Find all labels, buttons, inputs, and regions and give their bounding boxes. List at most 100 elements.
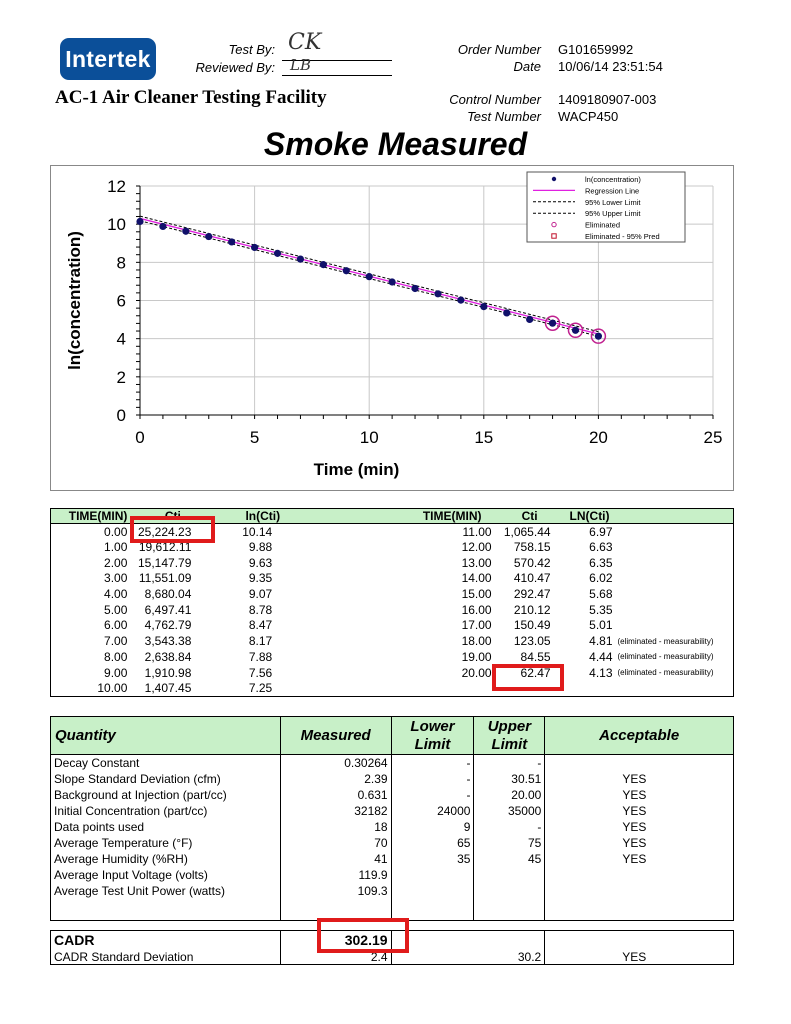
col-header-lncti-right: LN(Cti) (564, 508, 615, 524)
legend-marker-eliminated-pred (551, 233, 557, 239)
cell-note: (eliminated - measurability) (617, 652, 714, 662)
data-point (296, 255, 305, 263)
quantity-row: Average Input Voltage (volts) 119.9 (50, 866, 734, 883)
col-header-lncti-left: ln(Cti) (215, 508, 311, 524)
legend-label: 95% Lower Limit (585, 198, 641, 207)
qcell-measured: 0.30264 (279, 754, 392, 771)
qcell-lower: - (390, 770, 475, 787)
legend-marker-point (551, 176, 557, 182)
qcell-measured: 2.39 (279, 770, 392, 787)
cell-lncti-right: 6.97 (589, 524, 613, 539)
test-number-value: WACP450 (558, 109, 619, 124)
qcol-upper-limit: Upper Limit (473, 716, 546, 755)
order-number-label: Order Number (457, 42, 541, 57)
qcell-acceptable: YES (544, 818, 734, 835)
cell-lncti-right: 4.13 (589, 665, 613, 680)
qcell-upper: 30.51 (473, 770, 546, 787)
cell-time-right: 13.00 (461, 555, 492, 570)
cell-cti-right: 62.47 (520, 665, 551, 680)
qcell-upper (473, 866, 546, 883)
cell-spacer (310, 539, 409, 555)
data-point (342, 267, 350, 275)
cell-lncti-right: 5.68 (589, 587, 613, 602)
eliminated-marker (544, 315, 561, 331)
cell-lncti-left: 8.47 (248, 618, 273, 633)
cell-cti-right: 570.42 (513, 555, 551, 570)
control-number-label: Control Number (449, 92, 541, 107)
qcell-quantity: Slope Standard Deviation (cfm) (50, 770, 281, 787)
cell-time-left: 7.00 (104, 634, 128, 649)
y-axis-label: ln(concentration) (65, 231, 84, 370)
y-tick-label: 2 (117, 368, 126, 387)
qcell-empty (544, 898, 734, 921)
quantity-row: Average Temperature (°F) 70 65 75 YES (50, 834, 734, 851)
cell-lncti-left: 9.07 (248, 587, 273, 602)
qcell-quantity: Average Test Unit Power (watts) (50, 882, 281, 899)
cell-lncti-left: 7.25 (248, 680, 273, 695)
qcell-upper: 75 (473, 834, 546, 851)
cell-cti-left: 4,762.79 (144, 618, 192, 633)
y-tick-label: 6 (117, 292, 126, 311)
qcell-quantity: Average Humidity (%RH) (50, 850, 281, 867)
cell-spacer (310, 524, 409, 540)
qcell-quantity: Average Input Voltage (volts) (50, 866, 281, 883)
qcell-lower: 35 (390, 850, 475, 867)
legend-marker-eliminated (551, 221, 557, 228)
qcell-acceptable: YES (544, 850, 734, 867)
qcol-acceptable: Acceptable (544, 716, 734, 755)
col-header-time-left: TIME(MIN) (50, 508, 131, 524)
cell-note (615, 618, 734, 634)
qcell-acceptable (544, 882, 734, 899)
quantity-row: Background at Injection (part/cc) 0.631-2… (50, 786, 734, 803)
cadr-sd-value: 2.4 (280, 949, 392, 965)
cell-cti-left: 25,224.23 (137, 524, 192, 539)
table-row: 0.00 25,224.23 10.14 11.00 1,065.44 6.97 (51, 524, 734, 540)
data-point (228, 238, 236, 246)
qcell-upper: - (473, 754, 546, 771)
order-number-value: G101659992 (558, 42, 634, 57)
cell-cti-left: 8,680.04 (144, 587, 192, 602)
qcell-quantity: Data points used (50, 818, 281, 835)
cell-lncti-right: 5.01 (589, 618, 613, 633)
qcell-upper: 20.00 (473, 786, 546, 803)
qcell-acceptable (544, 754, 734, 771)
cell-time-right: 14.00 (461, 571, 492, 586)
cell-note (615, 602, 734, 618)
chart-legend (526, 171, 686, 243)
qcell-lower: - (390, 754, 475, 771)
col-header-time-right: TIME(MIN) (409, 508, 495, 524)
cell-time-left: 5.00 (104, 602, 128, 617)
x-tick-label: 25 (704, 428, 723, 447)
cell-lncti-right: 4.44 (589, 649, 613, 664)
data-point (548, 319, 557, 327)
qcell-measured: 70 (279, 834, 392, 851)
qcell-lower: 24000 (390, 802, 475, 819)
qcell-upper: - (473, 818, 546, 835)
cell-lncti-left: 9.88 (248, 540, 273, 555)
cell-lncti-right: 6.63 (589, 540, 613, 555)
facility-title: AC-1 Air Cleaner Testing Facility (55, 87, 327, 108)
cell-cti-right: 84.55 (520, 649, 551, 664)
legend-label: Eliminated (585, 221, 620, 230)
cadr-sd-acceptable: YES (622, 949, 647, 964)
y-tick-label: 8 (117, 253, 126, 272)
qcol-measured: Measured (279, 716, 392, 755)
cell-time-right: 11.00 (462, 524, 492, 539)
cadr-table: CADR 302.19 CADR Standard Deviation 2.4 … (50, 930, 734, 965)
chart-frame: 0 2 4 6 8 10 12 0 5 10 15 20 25 Time (min) ln(concentr… (50, 165, 734, 491)
cadr-value: 302.19 (280, 930, 392, 950)
eliminated-marker (590, 328, 607, 344)
cell-cti-left: 1,407.45 (144, 680, 192, 695)
cell-lncti-left: 9.35 (248, 571, 273, 586)
legend-label: Regression Line (585, 186, 639, 195)
table-row: 2.00 15,147.79 9.63 13.00 570.42 6.35 (51, 555, 734, 571)
cell-lncti-left: 9.63 (248, 555, 273, 570)
qcell-acceptable: YES (544, 786, 734, 803)
cell-cti-right: 210.12 (513, 602, 551, 617)
reviewed-by-line (282, 75, 392, 76)
qcell-measured: 18 (279, 818, 392, 835)
x-tick-label: 5 (250, 428, 259, 447)
data-point (594, 332, 603, 340)
legend-label: ln(concentration) (585, 175, 641, 184)
cadr-empty-acceptable (545, 931, 734, 950)
